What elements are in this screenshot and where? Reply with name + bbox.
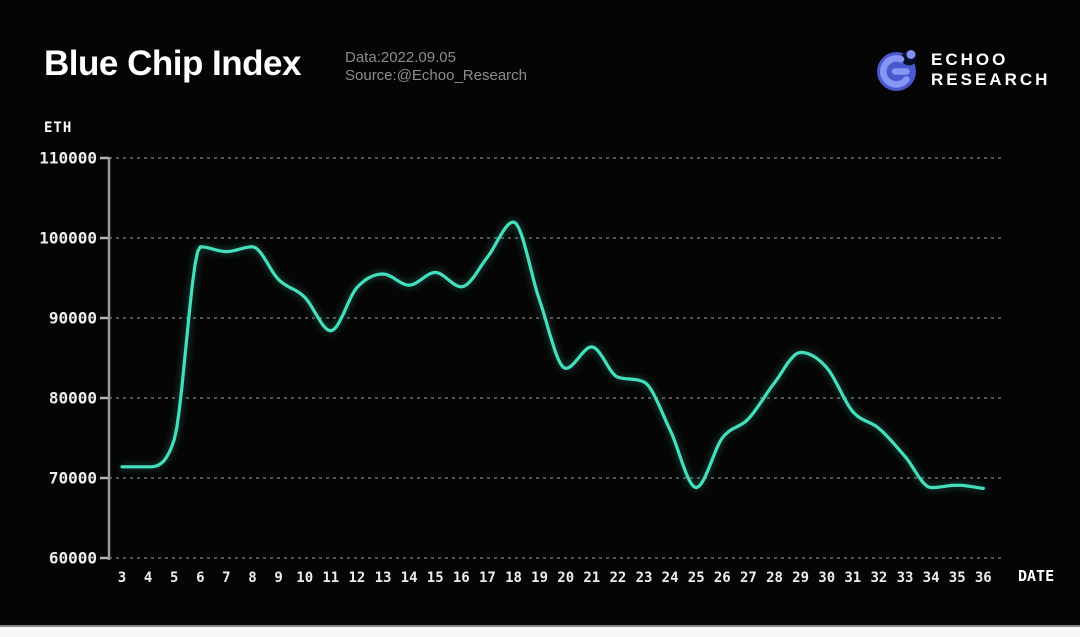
x-tick-label: 4 xyxy=(144,570,152,586)
x-tick-label: 7 xyxy=(222,570,230,586)
x-tick-label: 20 xyxy=(557,570,574,586)
y-tick-label: 110000 xyxy=(39,149,97,168)
x-tick-label: 28 xyxy=(766,570,783,586)
x-tick-label: 14 xyxy=(401,570,418,586)
x-tick-label: 8 xyxy=(248,570,256,586)
bottom-page-edge xyxy=(0,625,1080,637)
chart-meta: Data:2022.09.05 Source:@Echoo_Research xyxy=(345,49,527,85)
y-tick-label: 100000 xyxy=(39,229,97,248)
x-tick-label: 12 xyxy=(348,570,365,586)
x-tick-label: 18 xyxy=(505,570,522,586)
logo-text-line2: RESEARCH xyxy=(931,70,1051,89)
echoo-logo-icon xyxy=(877,50,917,91)
x-tick-label: 17 xyxy=(479,570,496,586)
x-tick-label: 27 xyxy=(740,570,757,586)
x-tick-label: 5 xyxy=(170,570,178,586)
y-tick-label: 70000 xyxy=(49,469,97,488)
x-tick-label: 30 xyxy=(818,570,835,586)
x-tick-label: 31 xyxy=(844,570,861,586)
echoo-logo: ECHOO RESEARCH xyxy=(874,46,1050,94)
x-tick-label: 15 xyxy=(427,570,444,586)
x-tick-label: 10 xyxy=(296,570,313,586)
x-tick-label: 29 xyxy=(792,570,809,586)
x-tick-label: 25 xyxy=(688,570,705,586)
y-tick-label: 80000 xyxy=(49,389,97,408)
x-tick-label: 9 xyxy=(274,570,282,586)
x-tick-label: 16 xyxy=(453,570,470,586)
x-tick-label: 19 xyxy=(531,570,548,586)
logo-text-line1: ECHOO xyxy=(931,50,1009,69)
x-tick-label: 6 xyxy=(196,570,204,586)
y-tick-label: 60000 xyxy=(49,549,97,568)
data-date-text: Data:2022.09.05 xyxy=(345,49,456,66)
source-text: Source:@Echoo_Research xyxy=(345,67,527,84)
x-tick-label: 13 xyxy=(375,570,392,586)
echoo-logo-text: ECHOO RESEARCH xyxy=(931,50,1050,90)
x-tick-label: 21 xyxy=(583,570,600,586)
x-tick-label: 32 xyxy=(870,570,887,586)
x-tick-label: 33 xyxy=(897,570,914,586)
x-tick-label: 34 xyxy=(923,570,940,586)
y-axis-unit-label: ETH xyxy=(44,120,73,136)
index-series-line xyxy=(120,220,985,490)
x-tick-label: 11 xyxy=(322,570,339,586)
x-axis-title: DATE xyxy=(1018,567,1055,585)
x-tick-label: 26 xyxy=(714,570,731,586)
page-title: Blue Chip Index xyxy=(44,44,301,83)
x-tick-label: 22 xyxy=(609,570,626,586)
x-tick-label: 23 xyxy=(636,570,653,586)
y-tick-label: 90000 xyxy=(49,309,97,328)
x-tick-label: 24 xyxy=(662,570,679,586)
x-tick-label: 36 xyxy=(975,570,992,586)
x-tick-label: 3 xyxy=(118,570,126,586)
x-tick-label: 35 xyxy=(949,570,966,586)
